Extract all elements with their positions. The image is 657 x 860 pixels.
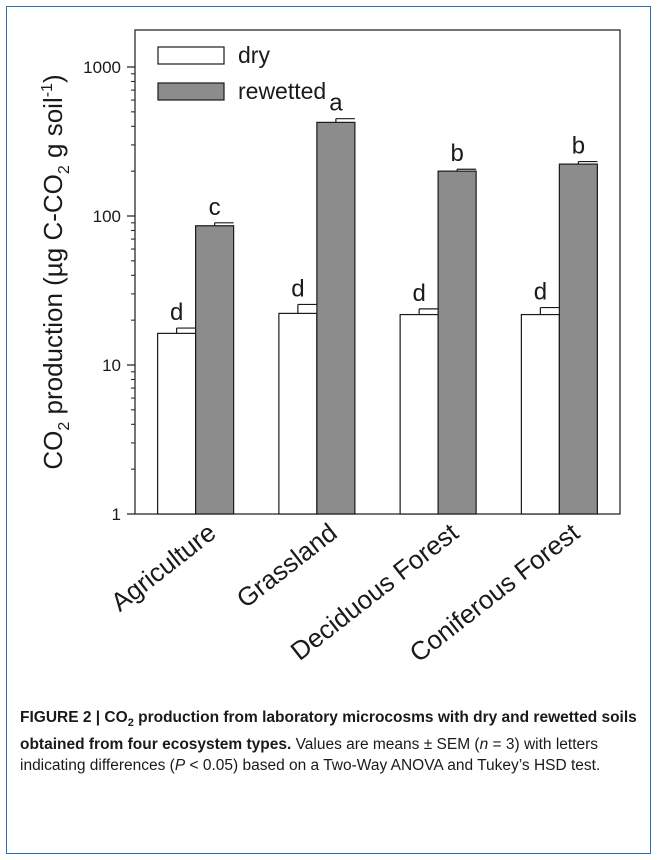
legend-label: dry	[238, 42, 270, 68]
y-tick-label: 1000	[83, 58, 121, 77]
bars: d c d a d b d b	[157, 90, 598, 515]
y-axis-label-part: 2	[56, 165, 73, 174]
y-axis-label-part: CO	[38, 431, 68, 470]
bar-dry	[278, 312, 318, 515]
significance-letter: a	[329, 90, 343, 117]
x-tick-label: Agriculture	[105, 517, 221, 617]
significance-letter: d	[412, 280, 425, 307]
legend-label: rewetted	[238, 78, 326, 104]
caption-text-1: Values are means ± SEM (	[291, 736, 480, 754]
significance-letter: c	[209, 194, 221, 221]
bar-rewetted	[195, 225, 235, 515]
y-axis-label: CO2 production (µg C-CO2 g soil-1)	[38, 74, 73, 469]
caption-text-3: < 0.05) based on a Two-Way ANOVA and Tuk…	[185, 757, 601, 775]
caption-bold-text: production from laboratory microcosms wi…	[20, 709, 637, 754]
bar-dry	[520, 313, 560, 515]
y-axis-label-part: )	[38, 74, 68, 83]
caption-p-variable: P	[174, 757, 186, 775]
significance-letter: d	[291, 275, 304, 302]
bar-rewetted	[316, 121, 356, 515]
caption-n-variable: n	[479, 736, 489, 754]
significance-letter: d	[534, 279, 547, 306]
legend-swatch-dry	[157, 46, 225, 65]
y-axis-label-part: -1	[39, 83, 56, 97]
caption-figure-label: FIGURE 2 | CO	[20, 709, 128, 726]
bar-rewetted	[437, 170, 477, 515]
figure-frame	[6, 6, 651, 854]
x-tick-label: Grassland	[231, 517, 343, 614]
y-axis: 1 10 100 1000	[83, 58, 135, 524]
y-axis-label-part: g soil	[38, 97, 68, 165]
y-tick-label: 10	[102, 356, 121, 375]
y-axis-label-part: 2	[56, 422, 73, 431]
plot-area	[134, 29, 621, 515]
figure-caption: FIGURE 2 | CO2 production from laborator…	[20, 707, 640, 776]
significance-letter: b	[450, 140, 463, 167]
significance-letter: d	[170, 299, 183, 326]
y-tick-label: 1	[112, 505, 121, 524]
significance-letter: b	[572, 133, 585, 160]
bar-rewetted	[558, 163, 598, 515]
y-tick-label: 100	[93, 207, 121, 226]
bar-dry	[157, 332, 197, 515]
caption-subscript: 2	[127, 717, 134, 730]
legend: dry rewetted	[157, 42, 326, 104]
bar-chart: 1 10 100 1000 d c d a d b d b Agriculture Grassland…	[38, 29, 621, 668]
y-axis-label-part: production (µg C-CO	[38, 174, 68, 422]
bar-dry	[399, 313, 439, 515]
caption-text-2: = 3) with letters indicating differences…	[20, 736, 599, 775]
caption-title: FIGURE 2 | CO2 production from laborator…	[20, 709, 637, 753]
legend-swatch-rewetted	[157, 82, 225, 101]
